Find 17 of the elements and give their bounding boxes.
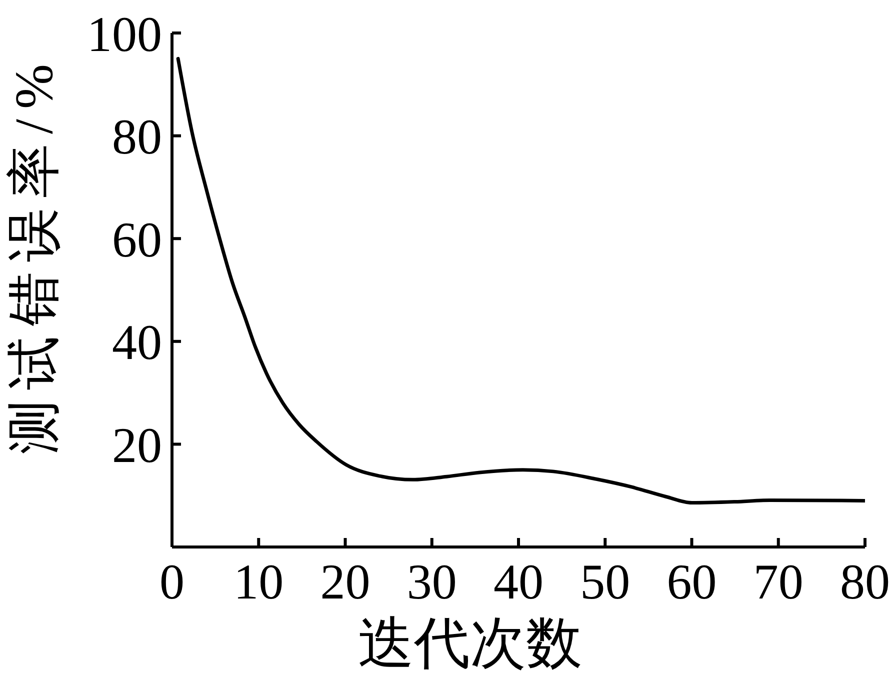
y-tick-label: 60	[112, 211, 162, 268]
x-axis-title: 迭代次数	[358, 613, 582, 675]
y-axis-title: 测试错误率/%	[4, 54, 64, 454]
x-tick-label: 0	[160, 554, 184, 610]
x-tick-label: 70	[753, 554, 804, 610]
y-tick-label: 40	[112, 314, 162, 370]
x-tick-label: 40	[494, 554, 544, 610]
x-tick-label: 30	[406, 554, 457, 610]
x-tick-label: 60	[666, 554, 717, 610]
x-tick-label: 80	[840, 554, 890, 610]
x-tick-label: 20	[320, 554, 370, 610]
line-series	[176, 56, 865, 505]
x-tick-label: 10	[234, 554, 284, 610]
y-tick-label: 20	[112, 416, 162, 473]
y-tick-label: 100	[87, 6, 162, 62]
x-tick-label: 50	[580, 554, 630, 610]
y-tick-label: 80	[112, 108, 162, 165]
